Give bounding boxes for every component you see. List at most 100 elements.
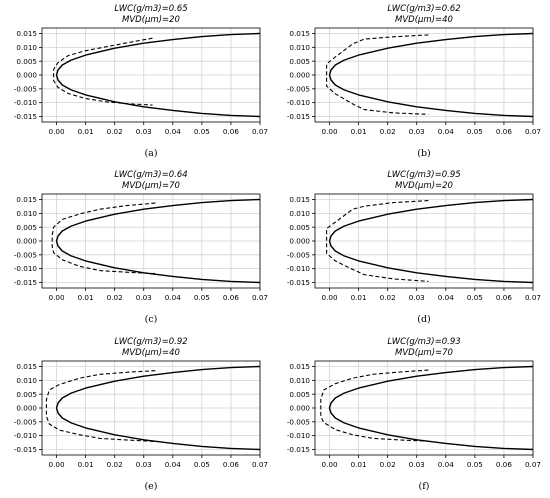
y-tick-label: -0.010 xyxy=(287,431,311,440)
y-tick-label: -0.005 xyxy=(287,84,310,93)
x-tick-label: 0.05 xyxy=(467,293,483,302)
x-tick-label: 0.06 xyxy=(496,460,512,469)
x-tick-label: 0.00 xyxy=(49,293,65,302)
y-tick-label: -0.010 xyxy=(14,431,38,440)
series-line-solid xyxy=(55,32,261,118)
chart-title-lwc: LWC(g/m3)=0.93 xyxy=(387,337,460,347)
chart-title-lwc: LWC(g/m3)=0.62 xyxy=(387,4,460,14)
y-tick-label: -0.005 xyxy=(14,84,37,93)
y-tick-label: 0.015 xyxy=(16,362,37,371)
x-tick-label: 0.01 xyxy=(351,293,367,302)
x-tick-label: 0.04 xyxy=(165,127,181,136)
y-tick-label: -0.010 xyxy=(14,264,38,273)
y-tick-label: 0.005 xyxy=(289,57,310,66)
x-tick-label: 0.04 xyxy=(165,460,181,469)
x-tick-label: 0.07 xyxy=(525,460,541,469)
y-tick-label: 0.005 xyxy=(16,57,37,66)
chart-title-mvd: MVD(μm)=70 xyxy=(395,348,453,358)
axes-frame xyxy=(314,193,534,289)
subfigure-label: (c) xyxy=(144,314,158,325)
subfigure-label: (b) xyxy=(417,148,431,159)
y-tick-label: 0.010 xyxy=(289,209,310,218)
x-tick-label: 0.04 xyxy=(438,293,454,302)
y-tick-label: -0.015 xyxy=(287,445,310,454)
x-tick-label: 0.04 xyxy=(165,293,181,302)
chart-title-mvd: MVD(μm)=20 xyxy=(395,181,453,191)
x-tick-label: 0.03 xyxy=(136,460,152,469)
y-tick-label: -0.010 xyxy=(287,98,311,107)
x-tick-label: 0.00 xyxy=(322,293,338,302)
series-line-dashed xyxy=(320,369,429,442)
y-tick-label: 0.000 xyxy=(16,71,37,80)
x-tick-label: 0.06 xyxy=(223,460,239,469)
axes-frame xyxy=(41,360,261,456)
x-tick-label: 0.03 xyxy=(136,293,152,302)
chart-title-mvd: MVD(μm)=40 xyxy=(395,15,453,25)
y-tick-label: 0.010 xyxy=(289,376,310,385)
y-tick-label: 0.010 xyxy=(289,43,310,52)
x-tick-label: 0.03 xyxy=(409,127,425,136)
y-tick-label: -0.015 xyxy=(287,278,310,287)
chart-title-lwc: LWC(g/m3)=0.64 xyxy=(114,170,187,180)
x-tick-label: 0.03 xyxy=(136,127,152,136)
series-line-solid xyxy=(55,198,261,284)
x-tick-label: 0.07 xyxy=(252,460,268,469)
x-tick-label: 0.05 xyxy=(194,127,210,136)
series-line-dashed xyxy=(51,202,156,275)
grid xyxy=(315,361,534,455)
x-tick-label: 0.03 xyxy=(409,293,425,302)
x-tick-label: 0.05 xyxy=(194,293,210,302)
y-tick-label: 0.010 xyxy=(16,376,37,385)
chart-panel-e: LWC(g/m3)=0.92 MVD(μm)=40 0.00 0.01 0.02 0.03… xyxy=(0,333,270,498)
x-tick-label: 0.02 xyxy=(107,460,123,469)
y-tick-label: -0.005 xyxy=(14,417,37,426)
y-tick-label: 0.015 xyxy=(16,29,37,38)
series-line-solid xyxy=(55,365,261,451)
chart-panel-d: LWC(g/m3)=0.95 MVD(μm)=20 0.00 0.01 0.02 0.03… xyxy=(273,166,543,331)
y-tick-label: 0.015 xyxy=(289,362,310,371)
x-tick-label: 0.03 xyxy=(409,460,425,469)
series-line-solid xyxy=(328,365,534,451)
y-tick-label: -0.005 xyxy=(287,250,310,259)
chart-title-mvd: MVD(μm)=40 xyxy=(122,348,180,358)
y-tick-label: -0.005 xyxy=(14,250,37,259)
axes-frame xyxy=(41,27,261,123)
chart-title-lwc: LWC(g/m3)=0.95 xyxy=(387,170,460,180)
series-line-solid xyxy=(328,198,534,284)
x-tick-label: 0.01 xyxy=(78,127,94,136)
y-tick-label: 0.000 xyxy=(16,404,37,413)
chart-panel-a: LWC(g/m3)=0.65 MVD(μm)=20 0.00 0.01 0.02 0.03… xyxy=(0,0,270,165)
y-tick-label: 0.010 xyxy=(16,209,37,218)
y-tick-label: 0.005 xyxy=(16,390,37,399)
y-tick-label: -0.015 xyxy=(14,112,37,121)
y-tick-label: 0.005 xyxy=(289,223,310,232)
y-tick-label: 0.005 xyxy=(289,390,310,399)
subfigure-label: (d) xyxy=(417,314,431,325)
chart-title-mvd: MVD(μm)=70 xyxy=(122,181,180,191)
x-tick-label: 0.07 xyxy=(252,293,268,302)
x-tick-label: 0.05 xyxy=(467,127,483,136)
series-line-dashed xyxy=(326,34,429,115)
subfigure-label: (f) xyxy=(418,481,430,492)
chart-title-mvd: MVD(μm)=20 xyxy=(122,15,180,25)
y-tick-label: 0.010 xyxy=(16,43,37,52)
subfigure-label: (a) xyxy=(144,148,158,159)
x-tick-label: 0.00 xyxy=(49,127,65,136)
x-tick-label: 0.07 xyxy=(252,127,268,136)
x-tick-label: 0.02 xyxy=(380,127,396,136)
x-tick-label: 0.05 xyxy=(194,460,210,469)
series-line-dashed xyxy=(326,200,429,282)
x-tick-label: 0.01 xyxy=(78,460,94,469)
y-tick-label: 0.015 xyxy=(289,29,310,38)
x-tick-label: 0.00 xyxy=(322,127,338,136)
x-tick-label: 0.02 xyxy=(107,127,123,136)
y-tick-label: -0.015 xyxy=(14,445,37,454)
x-tick-label: 0.01 xyxy=(78,293,94,302)
x-tick-label: 0.04 xyxy=(438,460,454,469)
y-tick-label: 0.005 xyxy=(16,223,37,232)
x-tick-label: 0.06 xyxy=(496,127,512,136)
